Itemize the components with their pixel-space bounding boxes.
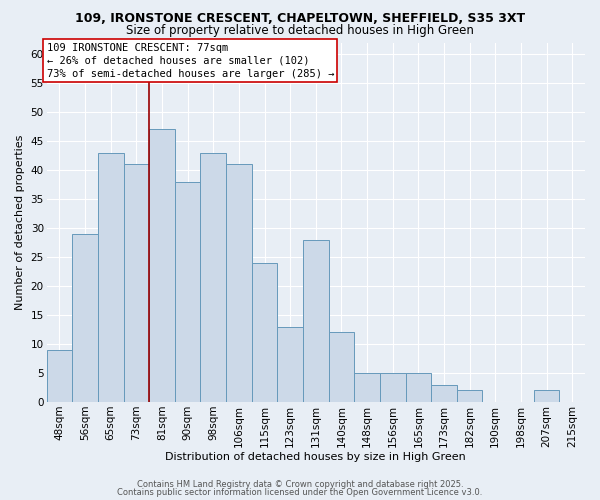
Bar [98,152,124,402]
Text: 109, IRONSTONE CRESCENT, CHAPELTOWN, SHEFFIELD, S35 3XT: 109, IRONSTONE CRESCENT, CHAPELTOWN, SHE… [75,12,525,26]
Bar [380,373,406,402]
Text: 109 IRONSTONE CRESCENT: 77sqm
← 26% of detached houses are smaller (102)
73% of : 109 IRONSTONE CRESCENT: 77sqm ← 26% of d… [47,42,334,79]
Text: Size of property relative to detached houses in High Green: Size of property relative to detached ho… [126,24,474,37]
Y-axis label: Number of detached properties: Number of detached properties [15,134,25,310]
Bar [431,384,457,402]
Bar [354,373,380,402]
Bar [406,373,431,402]
Bar [226,164,251,402]
Bar [277,326,303,402]
Bar [200,152,226,402]
Bar [72,234,98,402]
Bar [149,130,175,402]
X-axis label: Distribution of detached houses by size in High Green: Distribution of detached houses by size … [166,452,466,462]
Bar [457,390,482,402]
Bar [303,240,329,402]
Bar [175,182,200,402]
Bar [329,332,354,402]
Bar [251,263,277,402]
Bar [534,390,559,402]
Bar [124,164,149,402]
Text: Contains public sector information licensed under the Open Government Licence v3: Contains public sector information licen… [118,488,482,497]
Bar [47,350,72,402]
Text: Contains HM Land Registry data © Crown copyright and database right 2025.: Contains HM Land Registry data © Crown c… [137,480,463,489]
